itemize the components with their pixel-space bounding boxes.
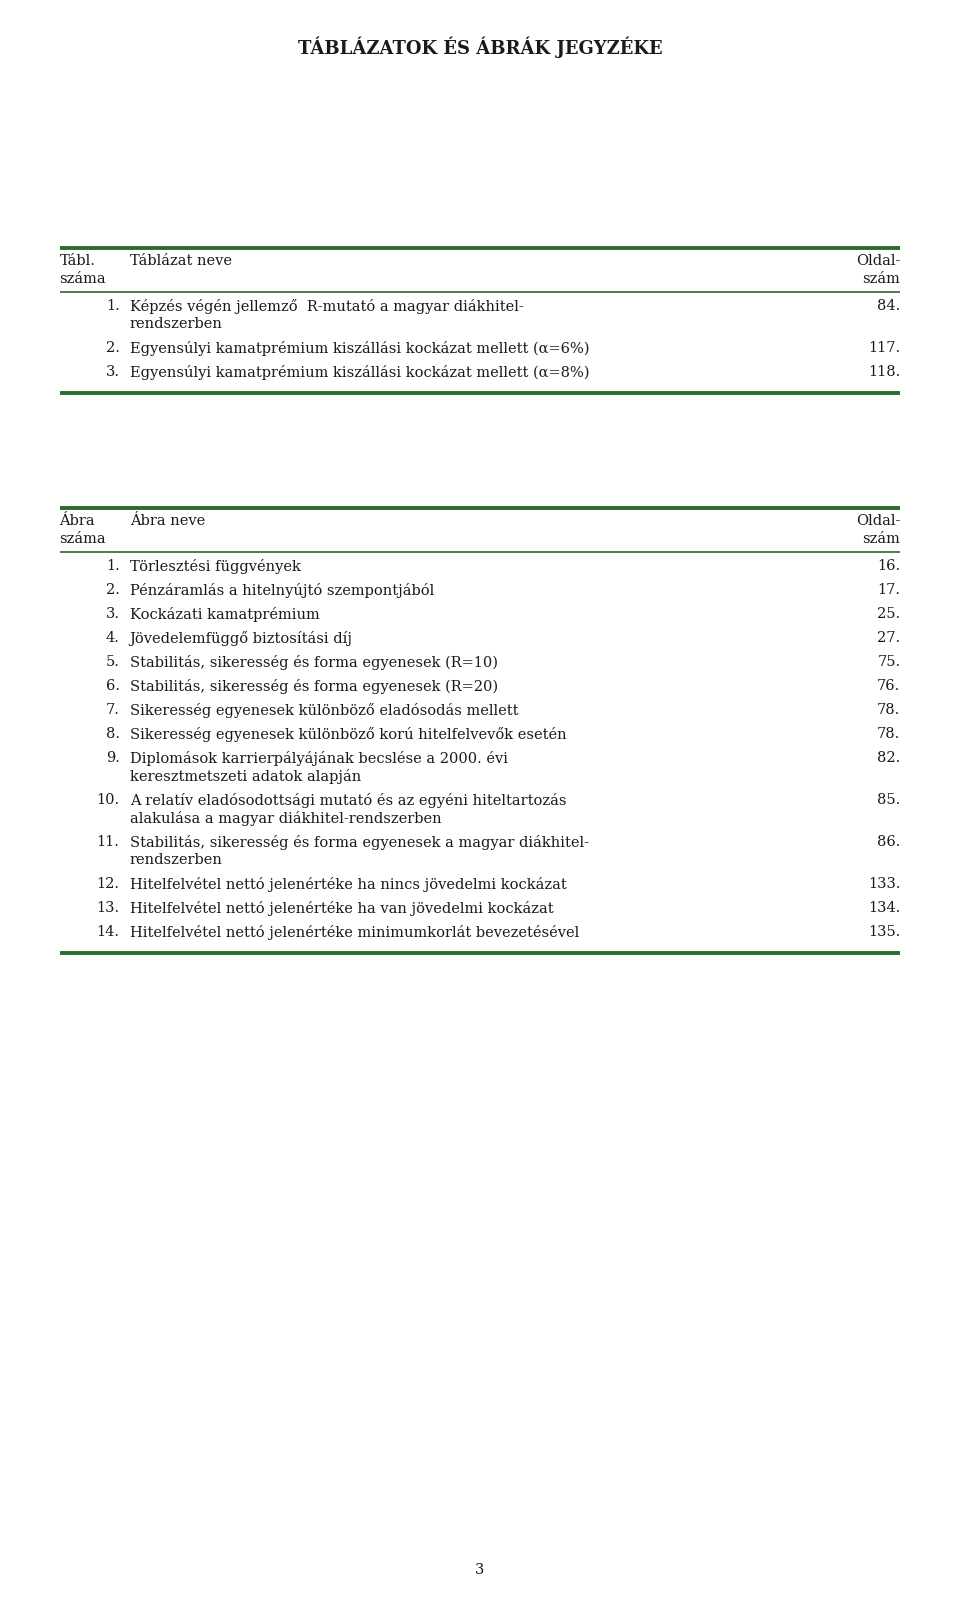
Text: 3: 3: [475, 1563, 485, 1577]
Text: száma: száma: [60, 272, 107, 287]
Text: Táblázat neve: Táblázat neve: [130, 255, 231, 267]
Text: Sikeresség egyenesek különböző korú hitelfelvevők esetén: Sikeresség egyenesek különböző korú hite…: [130, 727, 566, 743]
Text: Hitelfelvétel nettó jelenértéke ha van jövedelmi kockázat: Hitelfelvétel nettó jelenértéke ha van j…: [130, 901, 553, 916]
Text: 3.: 3.: [106, 607, 120, 621]
Text: Egyensúlyi kamatprémium kiszállási kockázat mellett (α=8%): Egyensúlyi kamatprémium kiszállási kocká…: [130, 365, 589, 379]
Text: A relatív eladósodottsági mutató és az egyéni hiteltartozás: A relatív eladósodottsági mutató és az e…: [130, 794, 566, 809]
Text: 25.: 25.: [877, 607, 900, 621]
Text: Képzés végén jellemző  R-mutató a magyar diákhitel-: Képzés végén jellemző R-mutató a magyar …: [130, 299, 523, 314]
Text: 75.: 75.: [877, 655, 900, 669]
Text: Ábra neve: Ábra neve: [130, 514, 204, 528]
Text: 10.: 10.: [96, 794, 120, 807]
Text: 2.: 2.: [106, 341, 120, 355]
Text: száma: száma: [60, 533, 107, 546]
Text: 14.: 14.: [97, 925, 120, 940]
Text: 4.: 4.: [106, 631, 120, 645]
Text: Jövedelemfüggő biztosítási díj: Jövedelemfüggő biztosítási díj: [130, 631, 352, 647]
Text: Oldal-: Oldal-: [856, 514, 900, 528]
Text: 12.: 12.: [97, 877, 120, 892]
Text: Oldal-: Oldal-: [856, 255, 900, 267]
Text: 133.: 133.: [868, 877, 900, 892]
Text: 118.: 118.: [868, 365, 900, 379]
Text: 8.: 8.: [106, 727, 120, 741]
Text: 17.: 17.: [877, 583, 900, 597]
Text: Egyensúlyi kamatprémium kiszállási kockázat mellett (α=6%): Egyensúlyi kamatprémium kiszállási kocká…: [130, 341, 589, 355]
Text: rendszerben: rendszerben: [130, 853, 223, 868]
Text: 16.: 16.: [877, 559, 900, 573]
Text: Ábra: Ábra: [60, 514, 95, 528]
Text: 86.: 86.: [877, 836, 900, 850]
Text: Hitelfelvétel nettó jelenértéke minimumkorlát bevezetésével: Hitelfelvétel nettó jelenértéke minimumk…: [130, 925, 579, 940]
Text: 117.: 117.: [869, 341, 900, 355]
Text: 135.: 135.: [868, 925, 900, 940]
Text: Diplomások karrierpályájának becslése a 2000. évi: Diplomások karrierpályájának becslése a …: [130, 751, 508, 767]
Text: 78.: 78.: [877, 703, 900, 717]
Text: 84.: 84.: [877, 299, 900, 314]
Text: TÁBLÁZATOK ÉS ÁBRÁK JEGYZÉKE: TÁBLÁZATOK ÉS ÁBRÁK JEGYZÉKE: [298, 37, 662, 58]
Text: 85.: 85.: [877, 794, 900, 807]
Text: 78.: 78.: [877, 727, 900, 741]
Text: 7.: 7.: [106, 703, 120, 717]
Text: Sikeresség egyenesek különböző eladósodás mellett: Sikeresség egyenesek különböző eladósodá…: [130, 703, 518, 719]
Text: Stabilitás, sikeresség és forma egyenesek (R=20): Stabilitás, sikeresség és forma egyenese…: [130, 679, 497, 695]
Text: 2.: 2.: [106, 583, 120, 597]
Text: szám: szám: [863, 272, 900, 287]
Text: 3.: 3.: [106, 365, 120, 379]
Text: Kockázati kamatprémium: Kockázati kamatprémium: [130, 607, 320, 623]
Text: Pénzáramlás a hitelnyújtó szempontjából: Pénzáramlás a hitelnyújtó szempontjából: [130, 583, 434, 599]
Text: 1.: 1.: [106, 299, 120, 314]
Text: szám: szám: [863, 533, 900, 546]
Text: 9.: 9.: [106, 751, 120, 765]
Text: 1.: 1.: [106, 559, 120, 573]
Text: Hitelfelvétel nettó jelenértéke ha nincs jövedelmi kockázat: Hitelfelvétel nettó jelenértéke ha nincs…: [130, 877, 566, 892]
Text: keresztmetszeti adatok alapján: keresztmetszeti adatok alapján: [130, 770, 361, 784]
Text: Törlesztési függvények: Törlesztési függvények: [130, 559, 300, 575]
Text: 11.: 11.: [97, 836, 120, 850]
Text: 82.: 82.: [877, 751, 900, 765]
Text: alakulása a magyar diákhitel-rendszerben: alakulása a magyar diákhitel-rendszerben: [130, 812, 442, 826]
Text: Stabilitás, sikeresség és forma egyenesek (R=10): Stabilitás, sikeresség és forma egyenese…: [130, 655, 497, 671]
Text: 6.: 6.: [106, 679, 120, 693]
Text: 76.: 76.: [877, 679, 900, 693]
Text: Stabilitás, sikeresség és forma egyenesek a magyar diákhitel-: Stabilitás, sikeresség és forma egyenese…: [130, 836, 588, 850]
Text: rendszerben: rendszerben: [130, 317, 223, 331]
Text: 13.: 13.: [96, 901, 120, 916]
Text: 5.: 5.: [106, 655, 120, 669]
Text: Tábl.: Tábl.: [60, 255, 95, 267]
Text: 134.: 134.: [868, 901, 900, 916]
Text: 27.: 27.: [877, 631, 900, 645]
